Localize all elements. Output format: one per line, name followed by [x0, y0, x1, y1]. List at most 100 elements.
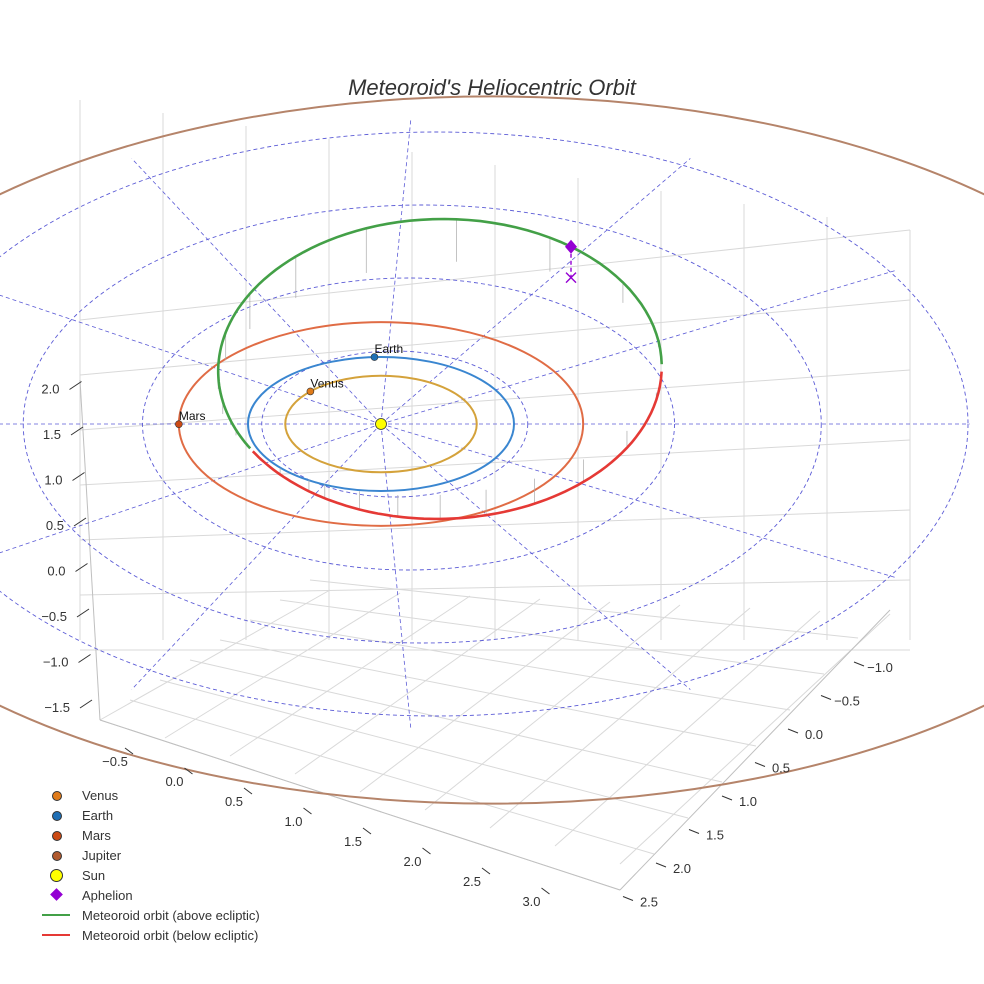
axes-grid — [79, 100, 911, 891]
reference-spoke — [0, 294, 382, 425]
z-tick-label: 0.0 — [47, 564, 65, 579]
legend-marker — [38, 865, 74, 885]
z-tick-label: 1.5 — [43, 427, 61, 442]
y-tick — [622, 896, 634, 901]
y-tick — [655, 862, 667, 868]
y-tick-label: 0.0 — [805, 727, 823, 742]
x-tick — [124, 747, 134, 755]
y-tick-label: 1.5 — [706, 828, 724, 843]
x-tick-label: 2.5 — [463, 874, 481, 889]
venus-orbit — [284, 374, 478, 474]
legend-swatch — [50, 869, 63, 882]
aphelion-marker — [565, 239, 578, 254]
sun-marker — [375, 418, 387, 430]
reference-spoke — [380, 270, 895, 425]
y-tick-label: 0.5 — [772, 761, 790, 776]
legend-item: Sun — [38, 865, 338, 885]
x-axis-line — [99, 719, 621, 891]
body-markers: Venus Earth Mars — [175, 342, 403, 430]
orbit-below-ecliptic — [251, 371, 663, 521]
mars-marker — [175, 420, 183, 428]
z-tick — [72, 472, 85, 481]
legend-marker — [38, 925, 74, 945]
y-axis-line — [619, 609, 891, 891]
legend-swatch — [52, 791, 62, 801]
earth-label: Earth — [374, 342, 403, 356]
z-tick-label: −1.0 — [43, 655, 69, 670]
venus-marker — [306, 387, 315, 396]
legend-swatch — [50, 888, 63, 901]
reference-ring — [0, 131, 969, 717]
grid-line — [99, 589, 331, 721]
y-tick — [754, 762, 766, 767]
legend-label: Jupiter — [82, 847, 122, 863]
x-tick-label: 0.5 — [225, 794, 243, 809]
x-tick-label: 1.0 — [284, 814, 302, 829]
x-tick — [184, 767, 193, 775]
y-tick-label: 2.5 — [640, 895, 658, 910]
y-tick — [787, 728, 799, 734]
legend-item: Meteoroid orbit (below ecliptic) — [38, 925, 338, 945]
y-tick-label: −0.5 — [834, 694, 860, 709]
meteoroid-orbit — [216, 217, 663, 521]
grid-line — [189, 659, 723, 783]
x-tick-label: 2.0 — [403, 854, 421, 869]
legend-label: Earth — [82, 807, 114, 823]
legend-label: Aphelion — [82, 887, 133, 903]
reference-spoke — [380, 423, 691, 690]
reference-ring — [22, 204, 822, 644]
x-tick-label: 3.0 — [522, 894, 540, 909]
legend-item: Venus — [38, 785, 338, 805]
earth-marker — [370, 353, 379, 361]
grid-line — [79, 369, 911, 431]
legend-marker — [38, 825, 74, 845]
y-tick — [820, 695, 832, 700]
legend-item: Meteoroid orbit (above ecliptic) — [38, 905, 338, 925]
z-tick — [75, 563, 88, 572]
legend-label: Meteoroid orbit (below ecliptic) — [82, 927, 259, 943]
grid-line — [219, 639, 757, 747]
legend-item: Aphelion — [38, 885, 338, 905]
grid-line — [229, 595, 471, 757]
reference-spoke — [380, 423, 412, 731]
z-tick-label: −0.5 — [41, 609, 67, 624]
legend-label: Meteoroid orbit (above ecliptic) — [82, 907, 260, 923]
z-tick — [70, 426, 84, 436]
x-tick — [243, 787, 253, 795]
legend: Venus Earth Mars Jupiter Sun Aphelion Meteoroi… — [38, 785, 338, 945]
grid-line — [79, 579, 911, 596]
x-tick — [481, 867, 491, 875]
legend-label: Sun — [82, 867, 106, 883]
axis-ticks: −1.5 −1.0 −0.5 0.0 0.5 1.0 1.5 2.0 −0.5 0.0 0.5 1.0… — [41, 381, 893, 910]
jupiter-orbit — [0, 95, 984, 805]
reference-spoke — [380, 117, 412, 425]
legend-swatch — [42, 934, 70, 936]
y-tick-label: −1.0 — [867, 660, 893, 675]
y-tick-label: 1.0 — [739, 794, 757, 809]
grid-line — [309, 579, 859, 639]
legend-marker — [38, 885, 74, 905]
grid-line — [619, 613, 891, 865]
z-tick — [76, 608, 90, 618]
grid-line — [164, 592, 401, 739]
z-tick — [79, 699, 93, 709]
legend-swatch — [52, 831, 62, 841]
grid-line — [554, 610, 821, 847]
reference-spoke — [131, 423, 382, 690]
x-tick-label: −0.5 — [102, 754, 128, 769]
z-tick — [73, 517, 87, 527]
aphelion-projection — [565, 272, 577, 284]
legend-marker — [38, 905, 74, 925]
z-tick-label: 0.5 — [46, 518, 64, 533]
grid-line — [79, 509, 911, 541]
x-tick — [422, 847, 431, 855]
mars-label: Mars — [179, 409, 206, 423]
legend-marker — [38, 845, 74, 865]
y-tick — [853, 661, 865, 667]
y-tick — [721, 795, 733, 801]
y-tick-label: 2.0 — [673, 861, 691, 876]
legend-marker — [38, 785, 74, 805]
reference-spoke — [131, 158, 382, 425]
grid-line — [489, 607, 751, 829]
